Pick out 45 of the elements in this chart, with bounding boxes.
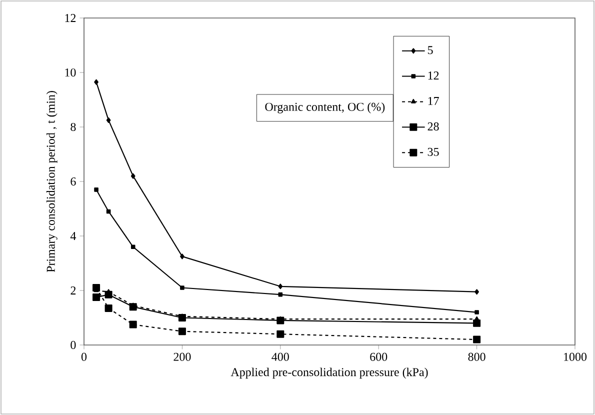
x-tick-label: 1000 bbox=[564, 352, 587, 361]
point bbox=[180, 286, 184, 290]
y-tick-label: 4 bbox=[70, 232, 76, 240]
legend-label: 35 bbox=[428, 148, 439, 156]
point bbox=[130, 244, 136, 250]
point bbox=[92, 284, 100, 292]
y-tick-label: 6 bbox=[70, 177, 76, 186]
point bbox=[276, 316, 284, 324]
point bbox=[474, 289, 479, 295]
x-tick-label: 600 bbox=[370, 352, 388, 361]
point bbox=[130, 173, 136, 179]
point bbox=[104, 290, 112, 298]
y-axis-title: Primary consolidation period , t (min) bbox=[46, 91, 58, 272]
legend-label: 28 bbox=[428, 122, 439, 130]
point bbox=[104, 304, 112, 312]
y-tick-label: 0 bbox=[70, 340, 76, 350]
legend-title: Organic content, OC (%) bbox=[265, 102, 385, 114]
x-tick-label: 0 bbox=[81, 352, 87, 361]
point bbox=[473, 319, 481, 327]
x-axis-title: Applied pre-consolidation pressure (kPa) bbox=[230, 368, 428, 379]
point bbox=[180, 254, 184, 260]
point bbox=[178, 314, 186, 322]
point bbox=[473, 336, 481, 344]
point bbox=[106, 209, 111, 214]
y-tick-label: 10 bbox=[65, 68, 76, 77]
legend-label: 17 bbox=[428, 96, 439, 105]
x-tick-label: 400 bbox=[272, 352, 289, 361]
point bbox=[276, 330, 284, 338]
point bbox=[94, 79, 98, 85]
point bbox=[92, 294, 100, 302]
x-tick-label: 200 bbox=[174, 352, 191, 361]
point bbox=[178, 328, 186, 336]
point bbox=[474, 310, 479, 314]
point bbox=[106, 117, 111, 123]
point bbox=[129, 320, 137, 328]
legend-label: 5 bbox=[428, 46, 433, 54]
y-tick-label: 8 bbox=[70, 122, 76, 132]
point bbox=[278, 284, 283, 290]
x-tick-label: 800 bbox=[468, 352, 486, 361]
y-tick-label: 12 bbox=[65, 14, 76, 22]
legend-label: 12 bbox=[428, 72, 439, 80]
point bbox=[278, 292, 283, 297]
point bbox=[129, 303, 137, 311]
y-tick-label: 2 bbox=[70, 286, 76, 294]
point bbox=[94, 188, 98, 192]
